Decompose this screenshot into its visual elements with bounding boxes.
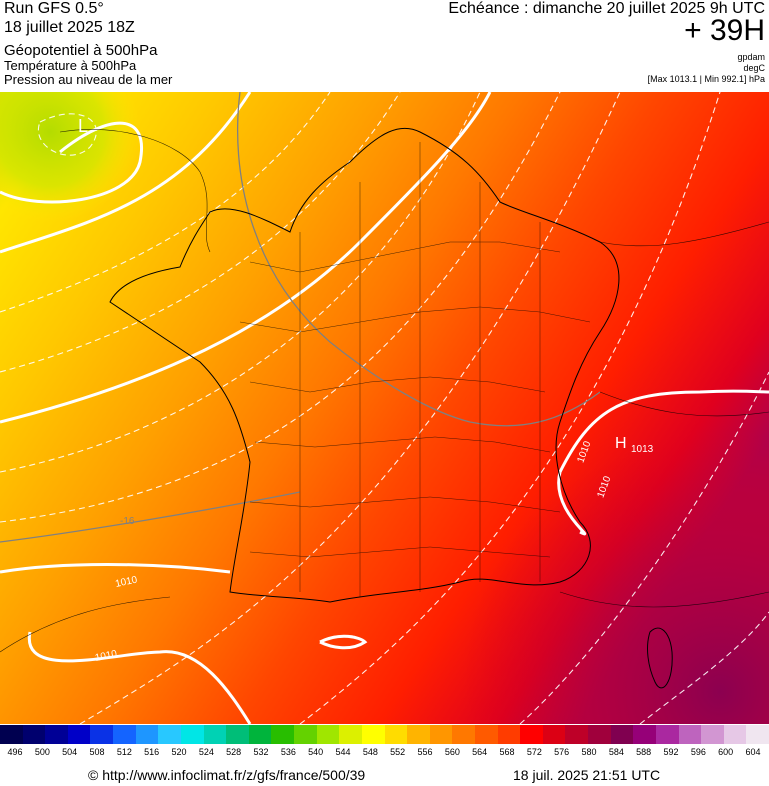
field-geopotential: Géopotentiel à 500hPa xyxy=(4,42,158,59)
color-scale-label: 496 xyxy=(7,747,23,757)
color-scale-swatch xyxy=(226,725,250,744)
color-scale-label: 564 xyxy=(472,747,488,757)
color-scale-label: 604 xyxy=(745,747,761,757)
color-scale-labels: 496 500 504 508 512 516 520 524 528 532 536 540 544 5… xyxy=(0,747,769,761)
color-scale-swatch xyxy=(361,725,385,744)
color-scale-label: 544 xyxy=(335,747,351,757)
map-header: Run GFS 0.5° 18 juillet 2025 18Z Géopote… xyxy=(0,0,769,92)
high-pressure-label: H xyxy=(615,435,627,452)
color-scale-swatch xyxy=(429,725,453,744)
echeance-label: Echéance : dimanche 20 juillet 2025 9h U… xyxy=(448,0,765,17)
color-scale-swatch xyxy=(0,725,24,744)
isobars xyxy=(0,92,601,543)
color-scale-swatch xyxy=(339,725,363,744)
map-labels: L H 1013 1010 1010 1010 1010 -16 xyxy=(78,116,654,664)
color-scale-swatch xyxy=(723,725,747,744)
color-scale-swatch xyxy=(678,725,702,744)
color-scale-swatch xyxy=(633,725,657,744)
color-scale-label: 568 xyxy=(499,747,515,757)
color-scale-swatch xyxy=(158,725,182,744)
color-scale-swatch xyxy=(565,725,589,744)
color-scale-swatch xyxy=(113,725,137,744)
isotherms xyxy=(0,92,769,724)
color-scale-label: 540 xyxy=(308,747,324,757)
color-scale-label: 524 xyxy=(198,747,214,757)
run-title: Run GFS 0.5° xyxy=(4,0,104,17)
field-temperature: Température à 500hPa xyxy=(4,58,137,73)
color-scale-label: 572 xyxy=(526,747,542,757)
isobar-label-1010-c: 1010 xyxy=(114,574,138,589)
color-scale-swatch xyxy=(248,725,272,744)
color-scale-label: 592 xyxy=(663,747,679,757)
isobar-label-1010-d: 1010 xyxy=(94,648,118,663)
color-scale xyxy=(0,725,769,744)
color-scale-swatch xyxy=(474,725,499,744)
hot-zone-shading xyxy=(0,92,769,724)
color-scale-label: 512 xyxy=(116,747,132,757)
color-scale-label: 600 xyxy=(718,747,734,757)
color-scale-swatch xyxy=(90,725,114,744)
high-pressure-value: 1013 xyxy=(631,444,654,455)
color-scale-swatch xyxy=(588,725,612,744)
weather-map: L H 1013 1010 1010 1010 1010 -16 xyxy=(0,92,769,724)
color-scale-swatch xyxy=(452,725,476,744)
unit-gpdam: gpdam xyxy=(737,52,765,62)
color-scale-label: 520 xyxy=(171,747,187,757)
color-scale-swatch xyxy=(746,725,769,744)
color-scale-label: 584 xyxy=(608,747,624,757)
color-scale-swatch xyxy=(67,725,91,744)
color-scale-label: 576 xyxy=(554,747,570,757)
low-pressure-label: L xyxy=(78,116,88,136)
color-scale-label: 504 xyxy=(62,747,78,757)
color-scale-swatch xyxy=(316,725,340,744)
source-url[interactable]: © http://www.infoclimat.fr/z/gfs/france/… xyxy=(88,767,366,783)
color-scale-label: 552 xyxy=(390,747,406,757)
color-scale-label: 532 xyxy=(253,747,269,757)
department-borders xyxy=(239,142,591,597)
color-scale-label: 556 xyxy=(417,747,433,757)
color-scale-label: 596 xyxy=(690,747,706,757)
generation-timestamp: 18 juil. 2025 21:51 UTC xyxy=(513,767,661,783)
color-scale-label: 560 xyxy=(444,747,460,757)
color-scale-swatch xyxy=(520,725,544,744)
color-scale-swatch xyxy=(271,725,295,744)
color-scale-swatch xyxy=(497,725,521,744)
color-scale-label: 548 xyxy=(362,747,378,757)
color-scale-label: 516 xyxy=(144,747,160,757)
color-scale-swatch xyxy=(203,725,227,744)
color-scale-swatch xyxy=(294,725,318,744)
unit-degc: degC xyxy=(743,63,765,73)
lead-time: + 39H xyxy=(684,14,765,47)
color-scale-label: 500 xyxy=(34,747,50,757)
field-pressure: Pression au niveau de la mer xyxy=(4,72,173,87)
color-scale-swatch xyxy=(407,725,431,744)
isotherm-label: -16 xyxy=(120,516,135,527)
run-date: 18 juillet 2025 18Z xyxy=(4,19,135,36)
color-scale-swatch xyxy=(45,725,69,744)
color-scale-swatch xyxy=(384,725,408,744)
color-scale-label: 536 xyxy=(280,747,296,757)
color-scale-label: 580 xyxy=(581,747,597,757)
coastline xyxy=(109,127,673,689)
color-scale-label: 528 xyxy=(226,747,242,757)
neighbor-borders xyxy=(0,129,769,653)
color-scale-swatch xyxy=(135,725,159,744)
color-scale-swatch xyxy=(542,725,566,744)
color-scale-label: 508 xyxy=(89,747,105,757)
color-scale-swatch xyxy=(180,725,205,744)
pressure-minmax: [Max 1013.1 | Min 992.1] hPa xyxy=(647,74,765,84)
color-scale-swatch xyxy=(22,725,46,744)
color-scale-swatch xyxy=(610,725,634,744)
color-scale-swatch xyxy=(655,725,680,744)
color-scale-label: 588 xyxy=(636,747,652,757)
color-scale-swatch xyxy=(701,725,725,744)
